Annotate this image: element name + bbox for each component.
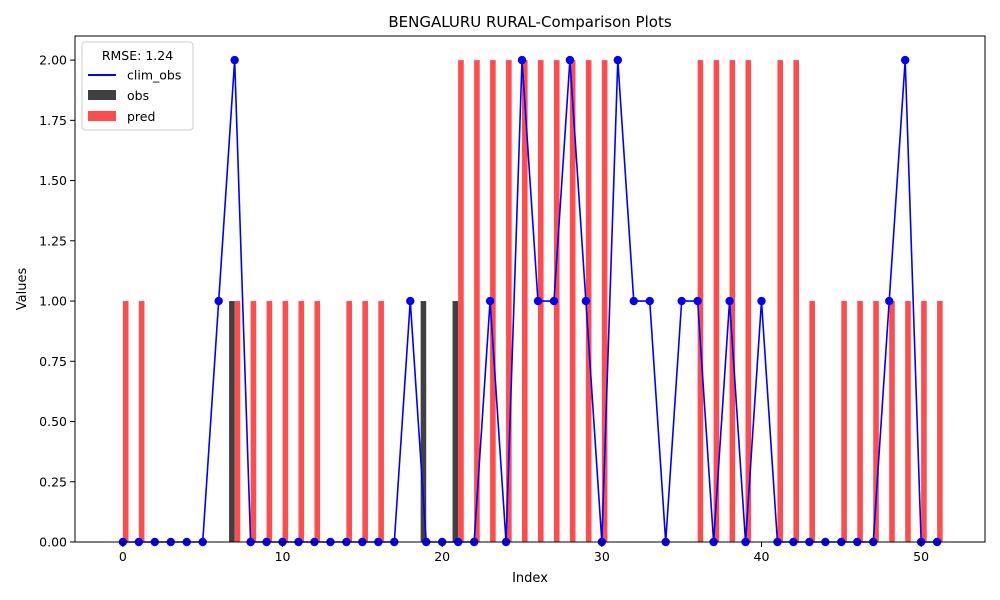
legend-label-obs: obs — [127, 88, 149, 103]
clim-obs-point — [549, 296, 559, 306]
y-tick-label: 1.25 — [39, 233, 67, 248]
legend-label-pred: pred — [127, 109, 155, 124]
clim-obs-point — [885, 296, 894, 306]
pred-bar — [506, 60, 512, 542]
clim-obs-point — [565, 55, 575, 65]
pred-bar — [378, 301, 384, 542]
legend-box — [81, 41, 194, 131]
pred-bar — [122, 301, 129, 542]
pred-bar — [793, 60, 800, 542]
pred-bar — [346, 301, 352, 542]
obs-bars — [229, 301, 459, 542]
x-tick-label: 0 — [119, 549, 127, 564]
clim-obs-point — [757, 296, 766, 306]
pred-bar — [713, 60, 720, 542]
clim-obs-point — [677, 296, 686, 306]
x-tick-label: 20 — [434, 549, 450, 564]
pred-bar — [266, 301, 273, 542]
pred-bar — [250, 301, 257, 542]
pred-bar — [937, 301, 943, 542]
pred-bar — [282, 301, 289, 542]
pred-bar — [362, 301, 368, 542]
clim-obs-point — [533, 296, 543, 306]
pred-bar — [569, 60, 576, 542]
clim-obs-point — [406, 296, 415, 306]
pred-bar — [298, 301, 305, 542]
clim-obs-point — [517, 55, 527, 65]
pred-bar — [809, 301, 815, 542]
y-axis-ticks: 0.00 0.25 0.50 0.75 1.00 1.25 1.50 1.75 2.00 — [39, 53, 75, 550]
y-tick-label: 0.75 — [39, 354, 67, 369]
pred-bar — [857, 301, 863, 542]
obs-bar — [229, 301, 235, 542]
x-axis-ticks: 0 10 20 30 40 50 — [119, 542, 929, 564]
pred-bar — [138, 301, 145, 542]
plot-frame — [74, 35, 986, 543]
pred-bar — [921, 301, 927, 542]
x-tick-label: 50 — [913, 549, 929, 564]
clim-obs-point — [581, 296, 591, 306]
y-axis-label: Values — [15, 268, 30, 311]
clim-obs-point — [725, 296, 734, 306]
chart-title: BENGALURU RURAL-Comparison Plots — [388, 13, 671, 31]
y-tick-label: 0.25 — [39, 474, 67, 489]
pred-bar — [522, 60, 528, 542]
clim-obs-point — [214, 296, 223, 306]
y-tick-label: 0.50 — [39, 414, 67, 429]
x-tick-label: 10 — [275, 549, 291, 564]
pred-bar — [905, 301, 911, 542]
pred-bar — [745, 60, 752, 542]
clim-obs-point — [230, 55, 239, 65]
obs-bar — [452, 301, 459, 542]
obs-bar — [420, 301, 427, 542]
pred-bar — [458, 60, 464, 542]
pred-bar — [601, 60, 608, 542]
legend-swatch-obs — [88, 90, 116, 100]
clim-obs-point — [900, 55, 910, 65]
pred-bar — [474, 60, 480, 542]
legend-swatch-pred — [88, 111, 116, 121]
y-tick-label: 1.00 — [39, 294, 67, 309]
y-tick-label: 1.75 — [39, 113, 67, 128]
pred-bar — [777, 60, 784, 542]
legend-title: RMSE: 1.24 — [102, 48, 173, 63]
x-tick-label: 30 — [594, 549, 610, 564]
pred-bar — [873, 301, 879, 542]
clim-obs-point — [613, 55, 623, 65]
pred-bar — [889, 301, 895, 542]
clim-obs-point — [629, 296, 638, 306]
clim-obs-point — [693, 296, 702, 306]
clim-obs-point — [485, 296, 495, 306]
x-axis-label: Index — [512, 571, 548, 586]
pred-bar — [234, 301, 241, 542]
clim-obs-point — [645, 296, 654, 306]
pred-bar — [841, 301, 847, 542]
y-tick-label: 0.00 — [39, 535, 67, 550]
pred-bar — [314, 301, 321, 542]
legend: RMSE: 1.24 clim_obs obs pred — [81, 41, 194, 131]
y-tick-label: 2.00 — [39, 53, 67, 68]
x-tick-label: 40 — [754, 549, 770, 564]
legend-label-clim-obs: clim_obs — [127, 68, 181, 83]
y-tick-label: 1.50 — [39, 173, 67, 188]
